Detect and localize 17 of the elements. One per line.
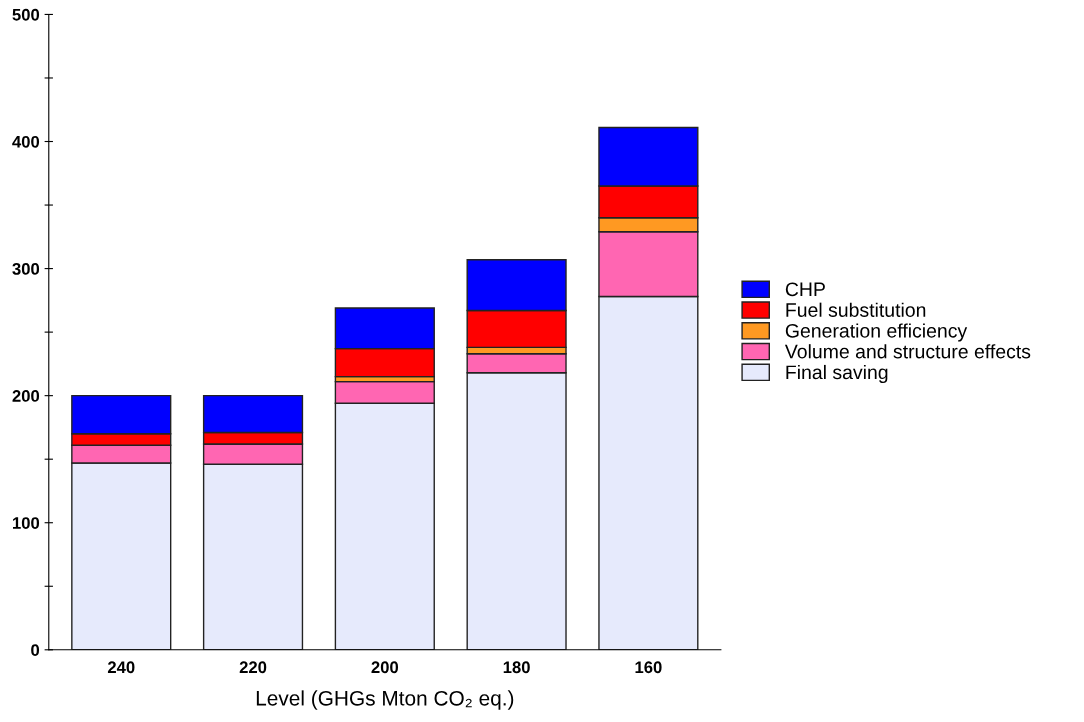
legend-label: Final saving <box>786 364 888 384</box>
y-tick-label: 100 <box>13 517 40 529</box>
legend-label: Fuel substitution <box>786 302 926 317</box>
y-tick-label: 0 <box>31 644 40 656</box>
y-tick-label: 300 <box>12 262 40 275</box>
legend-label: Volume and structure effects <box>784 344 1031 359</box>
x-tick-label: 200 <box>371 661 399 674</box>
y-tick-label: 400 <box>12 135 40 148</box>
x-tick-label: 240 <box>107 661 135 674</box>
y-tick-label: 200 <box>12 390 40 402</box>
x-tick-label: 180 <box>503 661 530 674</box>
x-tick-label: 220 <box>239 661 267 674</box>
x-axis-title: Level (GHGs Mton CO₂ eq.) <box>256 690 514 710</box>
x-tick-label: 160 <box>635 661 662 674</box>
legend-label: CHP <box>785 282 825 297</box>
y-tick-label: 500 <box>12 8 40 21</box>
legend-label: Generation efficiency <box>785 323 968 342</box>
